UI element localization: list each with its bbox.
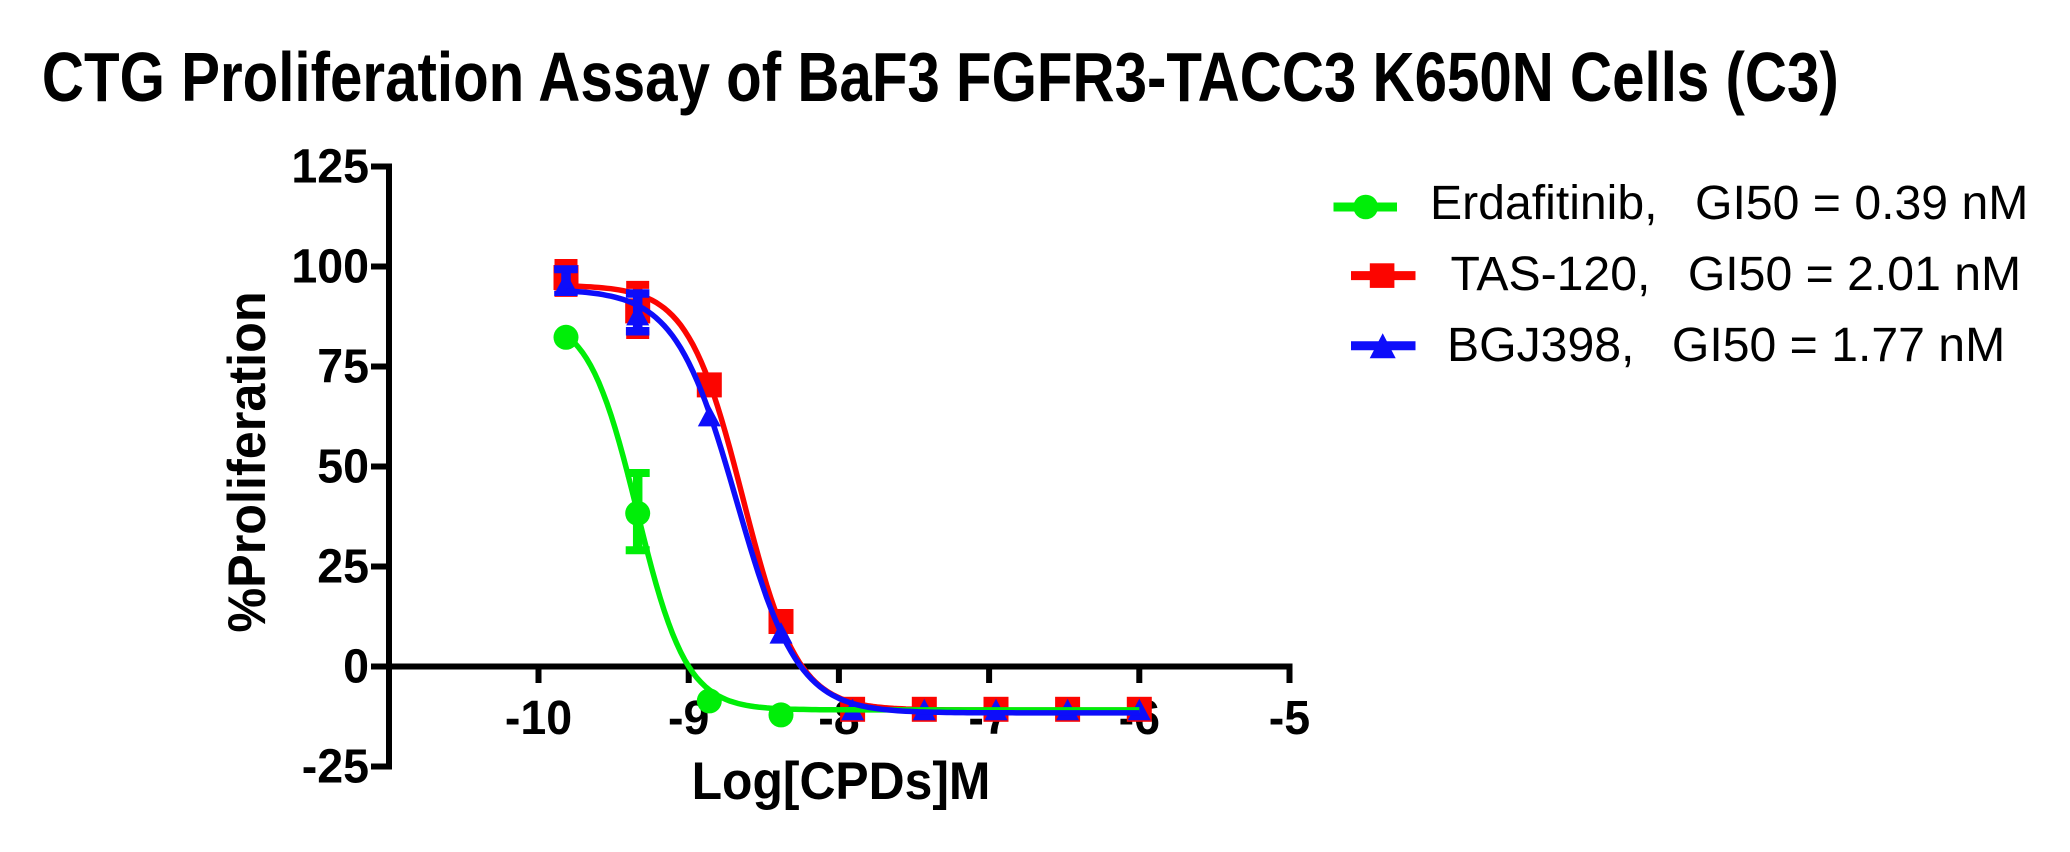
svg-text:0: 0 (343, 640, 369, 694)
svg-text:75: 75 (317, 340, 369, 394)
svg-text:TAS-120, GI50 = 2.01 nM: TAS-120, GI50 = 2.01 nM (1451, 247, 2022, 301)
svg-text:Erdafitinib, GI50 = 0.39 nM: Erdafitinib, GI50 = 0.39 nM (1430, 176, 2028, 230)
svg-text:Log[CPDs]M: Log[CPDs]M (692, 751, 991, 811)
svg-text:100: 100 (291, 240, 369, 294)
svg-text:BGJ398, GI50 = 1.77 nM: BGJ398, GI50 = 1.77 nM (1447, 318, 2005, 372)
svg-text:50: 50 (317, 440, 369, 494)
svg-text:-10: -10 (505, 691, 572, 745)
svg-text:CTG Proliferation Assay of BaF: CTG Proliferation Assay of BaF3 FGFR3-TA… (42, 38, 1839, 116)
svg-text:125: 125 (291, 140, 369, 194)
svg-text:%Proliferation: %Proliferation (217, 291, 276, 632)
svg-text:25: 25 (317, 540, 369, 594)
svg-text:-5: -5 (1269, 691, 1310, 745)
svg-text:-25: -25 (302, 740, 369, 794)
